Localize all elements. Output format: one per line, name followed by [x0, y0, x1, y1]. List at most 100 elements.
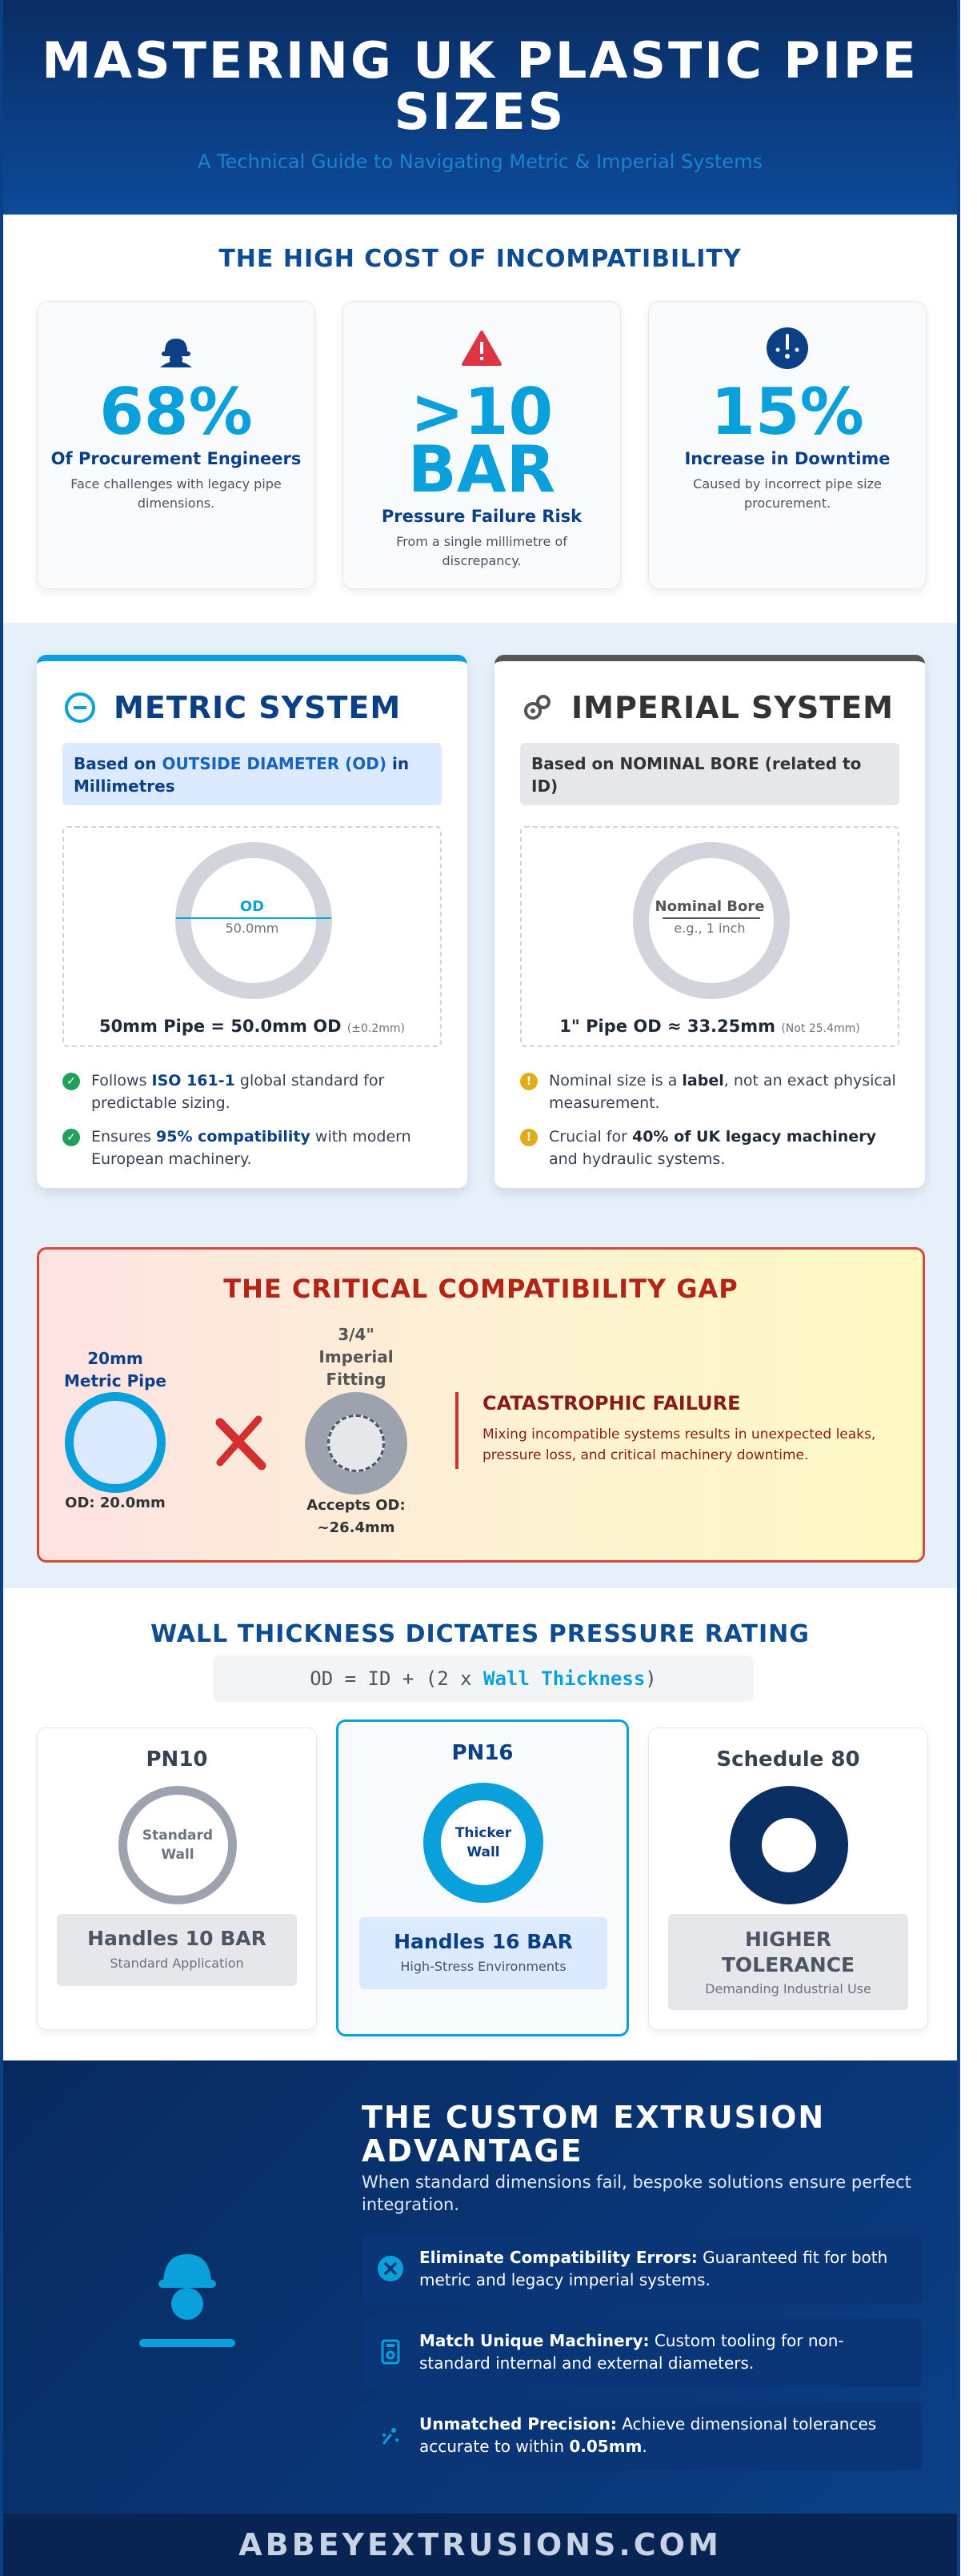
- rating-box: HIGHER TOLERANCE Demanding Industrial Us…: [668, 1914, 908, 2010]
- basis-suffix: (related to ID): [531, 754, 862, 796]
- mismatch-x-icon: [209, 1410, 273, 1474]
- formula-note: (±0.2mm): [346, 1022, 406, 1035]
- formula-highlight: Wall Thickness: [483, 1667, 646, 1690]
- pipe-caption: OD: 20.0mm: [65, 1495, 166, 1511]
- stat-label: Of Procurement Engineers: [50, 449, 302, 468]
- rating-sub: High-Stress Environments: [400, 1959, 567, 1974]
- hero-header: MASTERING UK PLASTIC PIPE SIZES A Techni…: [3, 0, 957, 215]
- engineer-illustration-icon: [131, 2235, 243, 2355]
- imperial-diagram: Nominal Bore e.g., 1 inch 1" Pipe OD ≈ 3…: [520, 826, 899, 1047]
- bullet-text: , not an exact physical measurement.: [549, 1072, 896, 1112]
- gap-title: THE CRITICAL COMPATIBILITY GAP: [223, 1274, 739, 1304]
- machine-icon: [376, 2337, 405, 2366]
- exclamation-icon: !: [520, 1073, 538, 1090]
- stat-description: Caused by incorrect pipe size procuremen…: [693, 476, 882, 511]
- feature-compatibility: Eliminate Compatibility Errors: Guarante…: [362, 2235, 922, 2304]
- formula-note: (Not 25.4mm): [781, 1022, 860, 1035]
- bullet-text: with modern European machinery.: [91, 1128, 411, 1168]
- ring-text: Wall: [161, 1847, 194, 1863]
- imperial-fitting-label: 3/4" Imperial Fitting: [300, 1323, 412, 1390]
- formula-text: 1" Pipe OD ≈ 33.25mm: [559, 1017, 776, 1036]
- custom-title: THE CUSTOM EXTRUSION ADVANTAGE: [362, 2100, 826, 2169]
- stat-value-line2: BAR: [407, 432, 556, 507]
- label-line: 3/4": [338, 1325, 374, 1344]
- feature-body: Guaranteed fit for both metric and legac…: [419, 2248, 888, 2289]
- rating-box: Handles 16 BAR High-Stress Environments: [359, 1917, 607, 1989]
- warning-icon: [343, 324, 620, 372]
- gears-icon: [522, 692, 554, 724]
- schedule80-card: Schedule 80 HIGHER TOLERANCE Demanding I…: [648, 1727, 928, 2030]
- fitting-caption: Accepts OD: ~26.4mm: [284, 1495, 428, 1539]
- fitting-bore: [327, 1414, 385, 1472]
- bullet-bold: label: [682, 1072, 724, 1089]
- cross-circle-icon: [376, 2254, 405, 2283]
- clock-icon: [649, 324, 926, 372]
- footer-website-link[interactable]: ABBEYEXTRUSIONS.COM: [238, 2527, 722, 2562]
- metric-pipe-circle: [65, 1392, 166, 1493]
- imperial-fitting-circle: [305, 1392, 407, 1495]
- heavy-wall-ring: [730, 1786, 848, 1904]
- custom-extrusion-section: THE CUSTOM EXTRUSION ADVANTAGE When stan…: [3, 2060, 957, 2514]
- metric-bullet: ✓ Ensures 95% compatibility with modern …: [62, 1125, 446, 1170]
- bullet-text: Nominal size is a: [549, 1072, 683, 1089]
- stat-card-pressure: >10 BAR Pressure Failure Risk From a sin…: [342, 301, 621, 589]
- metric-pipe-label: 20mm Metric Pipe: [55, 1347, 175, 1392]
- label-line: Fitting: [326, 1370, 386, 1389]
- rating-text: Handles 16 BAR: [394, 1930, 573, 1953]
- pn-name: PN16: [451, 1741, 514, 1765]
- metric-title: METRIC SYSTEM: [114, 690, 402, 725]
- feature-text: Match Unique Machinery: Custom tooling f…: [419, 2329, 907, 2374]
- imperial-title: IMPERIAL SYSTEM: [571, 690, 894, 725]
- feature-bold: Match Unique Machinery:: [419, 2331, 650, 2350]
- ring-value: 50.0mm: [225, 921, 279, 936]
- imperial-formula: 1" Pipe OD ≈ 33.25mm (Not 25.4mm): [522, 1017, 898, 1036]
- feature-bold: 0.05mm: [569, 2437, 643, 2456]
- failure-divider: [455, 1392, 458, 1469]
- rating-text: HIGHER TOLERANCE: [668, 1927, 908, 1978]
- stat-label: Pressure Failure Risk: [381, 507, 583, 526]
- ring-text: Standard: [142, 1828, 214, 1844]
- stat-label: Increase in Downtime: [684, 449, 891, 468]
- minus-circle-icon: [64, 692, 96, 724]
- page-title: MASTERING UK PLASTIC PIPE SIZES: [42, 31, 919, 141]
- bullet-text: Ensures: [91, 1128, 157, 1146]
- ring-value: e.g., 1 inch: [674, 921, 746, 936]
- imperial-basis: Based on NOMINAL BORE (related to ID): [520, 743, 899, 805]
- engineer-icon: [38, 324, 314, 372]
- basis-prefix: Based on: [74, 754, 162, 773]
- custom-subtitle: When standard dimensions fail, bespoke s…: [362, 2173, 911, 2214]
- rating-sub: Demanding Industrial Use: [705, 1981, 871, 1996]
- imperial-system-card: IMPERIAL SYSTEM Based on NOMINAL BORE (r…: [495, 655, 925, 1188]
- feature-body: .: [642, 2437, 647, 2456]
- metric-system-card: METRIC SYSTEM Based on OUTSIDE DIAMETER …: [37, 655, 467, 1188]
- label-line: Imperial: [318, 1347, 394, 1366]
- bullet-bold: 40% of UK legacy machinery: [631, 1128, 876, 1146]
- ring-label: Nominal Bore: [655, 898, 765, 915]
- stat-description: From a single millimetre of discrepancy.: [396, 534, 567, 568]
- stat-value: 68%: [99, 375, 253, 449]
- basis-highlight: OUTSIDE DIAMETER (OD): [162, 754, 387, 773]
- metric-diagram: OD 50.0mm 50mm Pipe = 50.0mm OD (±0.2mm): [62, 826, 442, 1047]
- rating-box: Handles 10 BAR Standard Application: [57, 1914, 297, 1986]
- caption-line: Accepts OD:: [306, 1497, 406, 1514]
- bullet-text: Follows: [91, 1072, 152, 1089]
- feature-text: Eliminate Compatibility Errors: Guarante…: [419, 2246, 907, 2291]
- basis-prefix: Based on: [531, 754, 620, 773]
- caption-line: ~26.4mm: [317, 1519, 395, 1536]
- metric-formula: 50mm Pipe = 50.0mm OD (±0.2mm): [64, 1017, 440, 1036]
- wall-formula: OD = ID + (2 x Wall Thickness): [213, 1655, 754, 1702]
- stat-value-line1: >10: [410, 375, 554, 449]
- stat-card-procurement: 68% Of Procurement Engineers Face challe…: [37, 301, 315, 589]
- formula-part: OD = ID + (2 x: [310, 1667, 483, 1690]
- feature-bold: Eliminate Compatibility Errors:: [419, 2248, 698, 2267]
- feature-body: Custom tooling for non-standard internal…: [419, 2331, 844, 2373]
- compatibility-gap-card: THE CRITICAL COMPATIBILITY GAP 20mm Metr…: [37, 1247, 925, 1563]
- stat-value: 15%: [711, 375, 864, 449]
- imperial-bullet: ! Nominal size is a label, not an exact …: [520, 1069, 904, 1114]
- bore-line: [663, 917, 760, 919]
- label-line: 20mm: [87, 1349, 143, 1368]
- basis-highlight: NOMINAL BORE: [619, 754, 759, 773]
- metric-bullet: ✓ Follows ISO 161-1 global standard for …: [62, 1069, 446, 1114]
- feature-bold: Unmatched Precision:: [419, 2414, 617, 2434]
